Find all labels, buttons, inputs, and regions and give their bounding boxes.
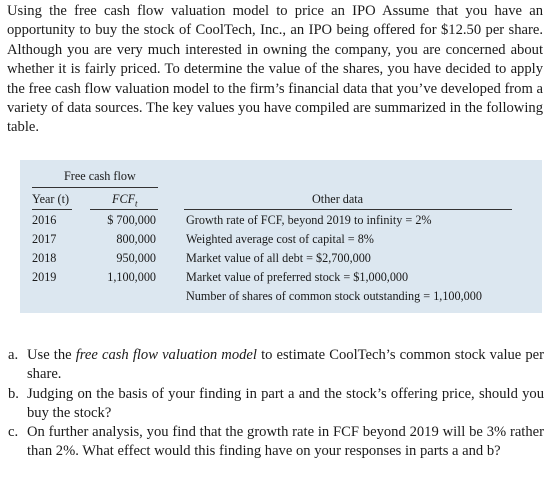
table-row-year: 2017 — [32, 232, 57, 246]
fcf-header-rule — [90, 209, 158, 210]
question-b-text: Judging on the basis of your finding in … — [27, 386, 544, 422]
group-header-rule — [32, 187, 158, 188]
question-b: b. Judging on the basis of your finding … — [8, 385, 544, 423]
other-data-item: Number of shares of common stock outstan… — [186, 289, 482, 303]
question-letter: a. — [8, 347, 19, 363]
data-table: Free cash flow Year (t) FCFt Other data … — [20, 160, 542, 313]
problem-title: Using the free cash flow valuation model… — [7, 3, 376, 19]
question-a-pre: Use the — [27, 347, 76, 363]
other-header-rule — [184, 209, 512, 210]
table-row-year: 2018 — [32, 251, 57, 265]
table-row-fcf: $ 700,000 — [107, 213, 156, 227]
fcf-column-header-base: FCFt — [112, 192, 138, 209]
table-row-year: 2019 — [32, 270, 57, 284]
year-header-rule — [32, 209, 72, 210]
other-data-item: Market value of all debt = $2,700,000 — [186, 251, 371, 265]
fcf-column-header: FCFt — [112, 192, 138, 208]
problem-text: Assume that you have an opportunity to b… — [7, 3, 544, 136]
question-letter: c. — [8, 424, 19, 440]
question-c: c. On further analysis, you find that th… — [8, 423, 544, 461]
other-data-item: Weighted average cost of capital = 8% — [186, 232, 374, 246]
year-column-header: Year (t) — [32, 192, 70, 206]
table-row-year: 2016 — [32, 213, 57, 227]
question-c-text: On further analysis, you find that the g… — [27, 424, 544, 460]
table-row-fcf: 1,100,000 — [107, 270, 156, 284]
other-data-header: Other data — [312, 192, 364, 206]
question-a: a. Use the free cash flow valuation mode… — [8, 346, 544, 384]
problem-intro: Using the free cash flow valuation model… — [7, 2, 543, 138]
question-letter: b. — [8, 386, 19, 402]
table-row-fcf: 950,000 — [116, 251, 156, 265]
other-data-item: Growth rate of FCF, beyond 2019 to infin… — [186, 213, 432, 227]
fcf-group-header: Free cash flow — [64, 169, 136, 183]
question-a-post: to estimate CoolTech’s common stock valu… — [27, 347, 545, 383]
table-row-fcf: 800,000 — [116, 232, 156, 246]
question-a-emphasis: free cash flow valuation model — [75, 347, 257, 363]
other-data-item: Market value of preferred stock = $1,000… — [186, 270, 409, 284]
question-a-text: Use the free cash flow valuation model t… — [27, 346, 544, 384]
